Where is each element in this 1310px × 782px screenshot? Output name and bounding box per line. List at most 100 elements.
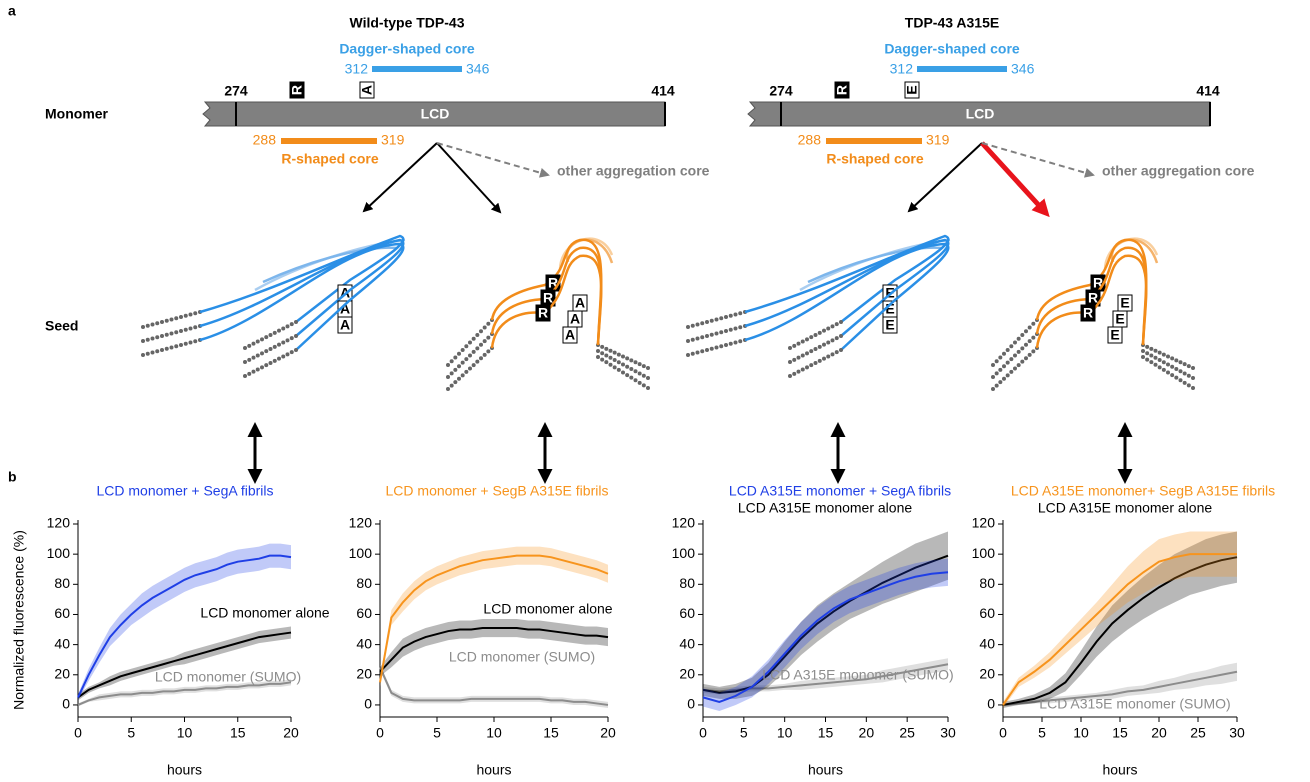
fibril-strand [745,244,948,350]
tail-dot [141,339,145,343]
tail-dot [184,314,188,318]
y-tick-label: 20 [356,665,372,681]
other-core-label: other aggregation core [557,163,710,179]
tail-dot [1020,333,1024,337]
tail-dot [809,363,813,367]
construct-title: Wild-type TDP-43 [350,15,465,31]
tail-dot [260,351,264,355]
tail-dot [642,364,646,368]
tail-dot [170,346,174,350]
tail-dot [243,360,247,364]
tail-dot [995,371,999,375]
tail-dot [1154,349,1158,353]
tail-dot [634,360,638,364]
y-tick-label: 100 [672,545,696,561]
tail-dot [464,357,468,361]
domain-end: 414 [651,83,675,99]
tail-dot [483,339,487,343]
tail-dot [715,318,719,322]
tail-dot [151,351,155,355]
tail-dot [1017,363,1021,367]
tail-dot [686,325,690,329]
tail-dot [141,325,145,329]
tail-dot [613,365,617,369]
tail-dot [1174,358,1178,362]
tail-dot [170,318,174,322]
tail-dot [715,346,719,350]
tail-dot [1170,373,1174,377]
arrow [437,143,500,212]
tail-dot [146,324,150,328]
tail-dot [468,354,472,358]
tail-dot [839,348,843,352]
x-tick-label: 30 [940,725,956,741]
tail-dot [273,359,277,363]
chart: 020406080100120051015202530hoursLCD A315… [672,483,956,778]
tail-dot [464,370,468,374]
tail-dot [1020,346,1024,350]
x-axis-label: hours [808,762,843,778]
dagger-start: 312 [890,61,914,77]
r-core-end: 319 [381,132,405,148]
tail-dot [483,326,487,330]
tail-dot [788,360,792,364]
tail-dot [472,350,476,354]
tail-dot [797,356,801,360]
tail-dot [1174,367,1178,371]
tail-dot [453,368,457,372]
y-tick-label: 100 [47,545,71,561]
tail-dot [273,345,277,349]
tail-dot [1009,370,1013,374]
y-tick-label: 60 [979,605,995,621]
series-label: LCD A315E monomer alone [1038,500,1213,516]
tail-dot [155,321,159,325]
tail-dot [729,314,733,318]
x-tick-label: 20 [600,725,616,741]
tail-dot [638,372,642,376]
tail-dot [710,333,714,337]
domain-label: LCD [421,106,450,122]
tail-dot [700,349,704,353]
tail-dot [1179,369,1183,373]
y-tick-label: 80 [356,575,372,591]
tail-dot [446,387,450,391]
y-tick-label: 120 [672,515,696,531]
tail-dot [453,356,457,360]
r-core-end: 319 [926,132,950,148]
dagger-end: 346 [466,61,490,77]
tail-dot [719,344,723,348]
y-tick-label: 120 [47,515,71,531]
tail-dot [1149,354,1153,358]
tail-dot [696,337,700,341]
x-tick-label: 0 [376,725,384,741]
r-core-bar [826,138,922,144]
tail-dot [613,358,617,362]
tail-dot [738,339,742,343]
tail-dot [475,333,479,337]
tail-dot [835,322,839,326]
dagger-label: Dagger-shaped core [339,41,475,57]
x-tick-label: 20 [1151,725,1167,741]
tail-dot [719,330,723,334]
tail-dot [696,323,700,327]
tail-dot [160,320,164,324]
tail-dot [792,344,796,348]
tail-dot [273,331,277,335]
tail-dot [600,351,604,355]
y-tick-label: 100 [349,545,373,561]
tail-dot [179,343,183,347]
chart: 02040608010012005101520hoursLCD monomer … [349,483,616,778]
tail-dot [189,341,193,345]
series-label: LCD A315E monomer alone [738,500,913,516]
tail-dot [475,360,479,364]
tail-dot [160,334,164,338]
tail-dot [1009,357,1013,361]
tail-dot [457,352,461,356]
tail-dot [634,378,638,382]
y-tick-label: 60 [679,605,695,621]
tail-dot [1191,366,1195,370]
y-tick-label: 20 [679,665,695,681]
tail-dot [486,336,490,340]
tail-dot [260,365,264,369]
tail-dot [247,372,251,376]
